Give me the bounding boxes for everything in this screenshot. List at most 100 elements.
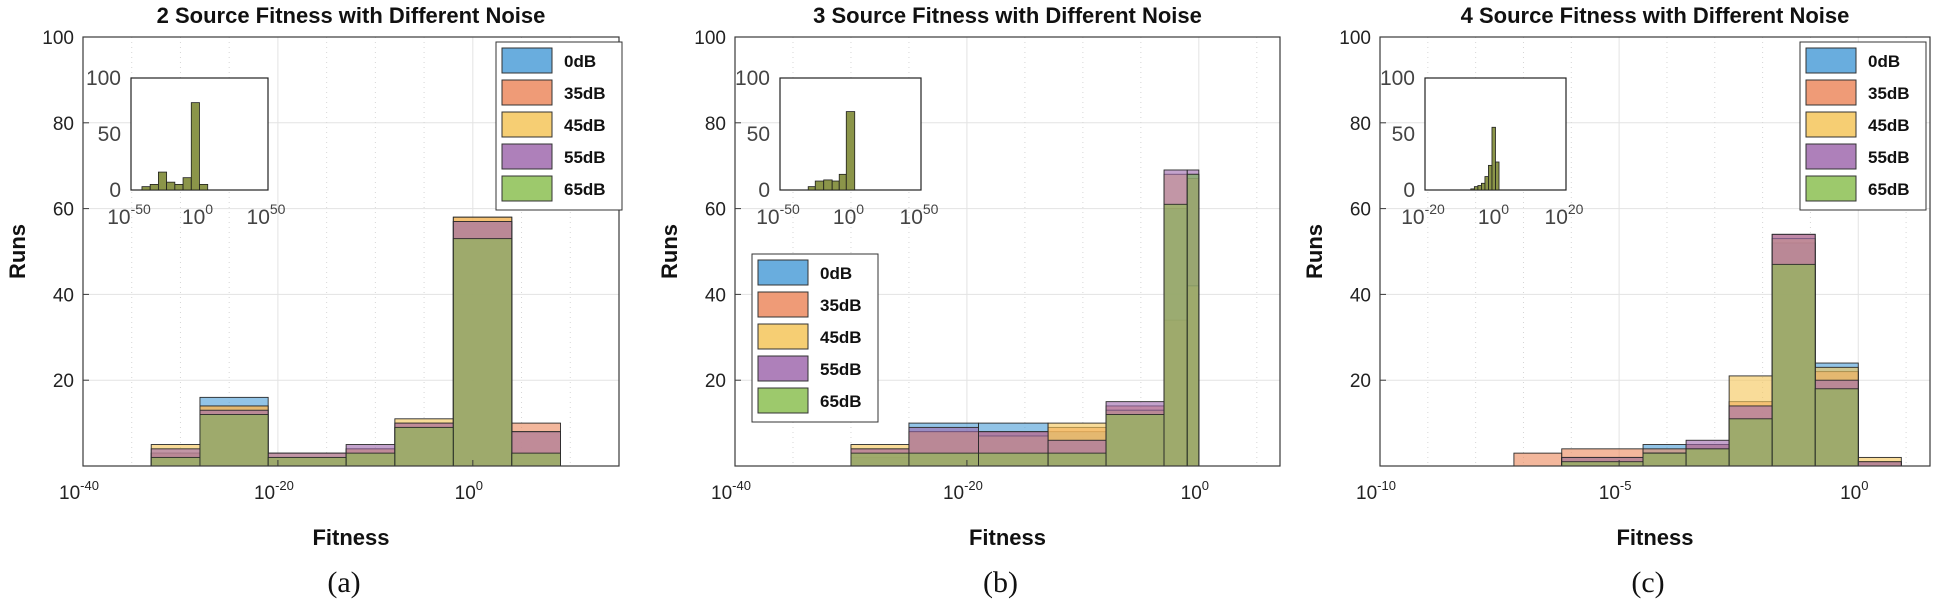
x-tick-label: 10-40 [59, 478, 99, 504]
legend-label-0dB: 0dB [820, 264, 852, 283]
inset-x-tick-label: 100 [182, 201, 213, 229]
inset-x-tick-label: 100 [833, 201, 864, 229]
bar-65dB-bin-6 [1814, 388, 1859, 467]
bar-65dB-bin-5 [452, 238, 513, 467]
legend-swatch-0dB [1805, 47, 1857, 74]
inset-bar-5 [845, 111, 856, 191]
bar-65dB-bin-4 [394, 426, 454, 467]
bar-65dB-bin-1 [199, 414, 269, 467]
inset-y-tick-label: 0 [758, 179, 770, 202]
inset-bar-1 [1473, 186, 1479, 191]
inset-x-tick-label: 10-50 [107, 201, 151, 229]
legend: 0dB 35dB 45dB 55dB 65dB [751, 253, 879, 423]
inset-x-tick-label: 1020 [1545, 201, 1584, 229]
legend-label-65dB: 65dB [820, 392, 862, 411]
y-tick-label: 20 [1350, 371, 1371, 392]
legend: 0dB 35dB 45dB 55dB 65dB [495, 41, 623, 211]
legend-swatch-55dB [757, 355, 809, 382]
bar-65dB-bin-5 [1771, 263, 1816, 467]
legend-swatch-35dB [757, 291, 809, 318]
y-tick-label: 20 [705, 371, 726, 392]
x-tick-label: 100 [1181, 478, 1209, 504]
inset-chart: 0 50 100 10-50 100 1050 [86, 67, 286, 229]
legend-label-35dB: 35dB [564, 84, 606, 103]
inset-x-tick-label: 10-50 [756, 201, 800, 229]
bar-65dB-bin-2 [267, 456, 347, 467]
inset-bar-6 [190, 102, 200, 191]
legend-swatch-0dB [757, 259, 809, 286]
legend-swatch-0dB [501, 47, 553, 74]
legend: 0dB 35dB 45dB 55dB 65dB [1799, 41, 1927, 211]
legend-swatch-65dB [501, 175, 553, 202]
inset-x-tick-label: 100 [1478, 201, 1509, 229]
y-tick-label: 100 [42, 28, 74, 49]
legend-label-55dB: 55dB [820, 360, 862, 379]
inset-y-tick-label: 50 [98, 123, 121, 146]
y-tick-label: 40 [53, 285, 74, 306]
inset-bar-2 [157, 171, 168, 191]
axes-box [1379, 36, 1931, 467]
panel-caption: (b) [983, 566, 1018, 599]
bar-65dB-bin-2 [1642, 452, 1687, 467]
bar-65dB-bin-1 [1561, 461, 1644, 467]
y-axis-label: Runs [657, 224, 682, 279]
inset-bar-4 [838, 173, 847, 191]
legend-label-65dB: 65dB [1868, 180, 1910, 199]
bar-65dB-bin-0 [850, 452, 910, 467]
inset-bar-4 [1484, 176, 1489, 191]
chart-title: 2 Source Fitness with Different Noise [157, 3, 546, 28]
legend-label-45dB: 45dB [1868, 116, 1910, 135]
bar-65dB-bin-5 [1163, 203, 1188, 467]
y-tick-label: 60 [1350, 200, 1371, 221]
legend-swatch-45dB [1805, 111, 1857, 138]
bar-65dB-bin-0 [150, 456, 201, 467]
inset-bar-0 [807, 186, 816, 191]
x-tick-label: 10-10 [1356, 478, 1396, 504]
axes-box [82, 36, 620, 467]
legend-label-35dB: 35dB [1868, 84, 1910, 103]
x-tick-label: 10-20 [943, 478, 983, 504]
inset-bar-2 [1477, 185, 1482, 191]
chart-panel-3: 20 40 60 80 100 10-10 10-5 100 4 Source Fitness … [1302, 3, 1931, 599]
inset-chart: 0 50 100 10-50 100 1050 [735, 67, 939, 229]
bar-35dB-bin-0 [1513, 452, 1563, 467]
inset-x-tick-label: 1050 [900, 201, 939, 229]
series-65dB [150, 238, 561, 467]
y-tick-label: 100 [1339, 28, 1371, 49]
bar-65dB-bin-3 [345, 452, 396, 467]
legend-label-45dB: 45dB [564, 116, 606, 135]
inset-bar-7 [1495, 161, 1500, 191]
inset-bar-3 [166, 181, 176, 191]
inset-y-tick-label: 50 [747, 123, 770, 146]
legend-swatch-45dB [757, 323, 809, 350]
inset-y-tick-label: 0 [1403, 179, 1415, 202]
legend-label-55dB: 55dB [1868, 148, 1910, 167]
chart-title: 4 Source Fitness with Different Noise [1461, 3, 1850, 28]
inset-y-tick-label: 100 [735, 67, 770, 90]
chart-panel-1: 20 40 60 80 100 10-40 10-20 100 2 Source Fitness… [5, 3, 623, 599]
x-axis-label: Fitness [312, 525, 389, 550]
legend-label-65dB: 65dB [564, 180, 606, 199]
inset-bar-0 [141, 186, 151, 191]
chart-title: 3 Source Fitness with Different Noise [813, 3, 1202, 28]
inset-chart: 0 50 100 10-20 100 1020 [1380, 67, 1584, 229]
bar-65dB-bin-6 [511, 452, 561, 467]
bar-65dB-bin-4 [1728, 418, 1773, 467]
bar-65dB-bin-4 [1105, 414, 1165, 467]
panel-caption: (c) [1631, 566, 1664, 599]
chart-panel-2: 20 40 60 80 100 10-40 10-20 100 3 Source Fitness… [657, 3, 1281, 599]
legend-swatch-35dB [1805, 79, 1857, 106]
y-tick-label: 20 [53, 371, 74, 392]
inset-bar-3 [831, 180, 840, 191]
x-tick-label: 10-40 [711, 478, 751, 504]
inset-bar-1 [814, 180, 825, 191]
inset-bar-4 [174, 183, 184, 191]
x-tick-label: 10-5 [1599, 478, 1632, 504]
x-axis-label: Fitness [1616, 525, 1693, 550]
legend-label-0dB: 0dB [1868, 52, 1900, 71]
inset-x-tick-label: 1050 [247, 201, 286, 229]
x-tick-label: 10-20 [254, 478, 294, 504]
y-axis-label: Runs [1302, 224, 1327, 279]
legend-swatch-45dB [501, 111, 553, 138]
x-tick-label: 100 [1840, 478, 1868, 504]
